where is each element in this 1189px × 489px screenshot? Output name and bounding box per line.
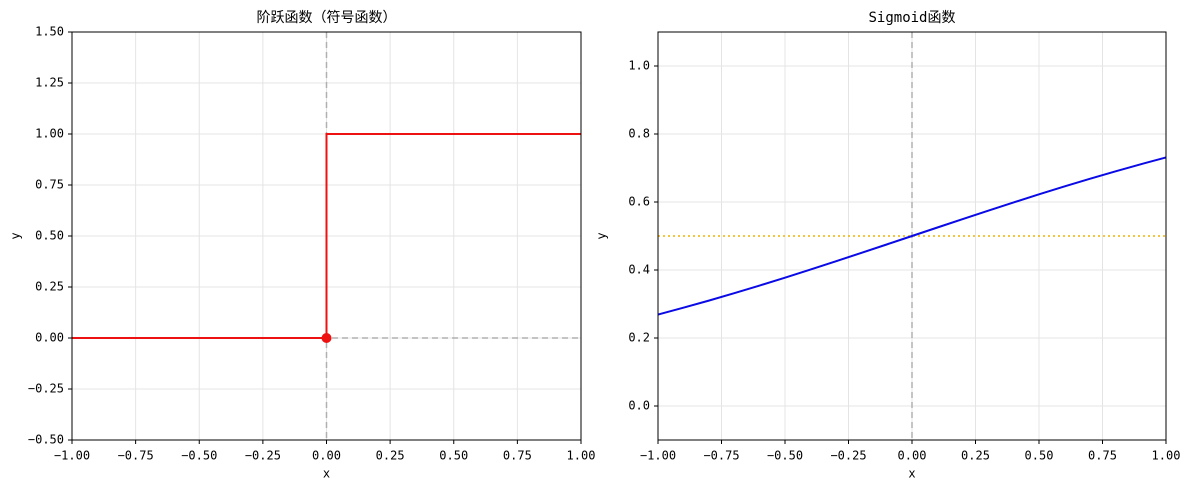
y-axis-label: y <box>9 232 23 239</box>
y-tick-label: 0.8 <box>628 127 650 141</box>
y-tick-label: 0.50 <box>35 229 64 243</box>
y-tick-label: 1.0 <box>628 59 650 73</box>
x-tick-label: −1.00 <box>640 449 676 463</box>
y-tick-label: 1.25 <box>35 76 64 90</box>
plot-frame <box>657 31 1167 441</box>
line <box>657 156 1167 316</box>
x-axis-label: x <box>323 467 330 481</box>
x-tick-label: −0.25 <box>830 449 866 463</box>
y-tick-label: 0.75 <box>35 178 64 192</box>
x-tick-label: −0.50 <box>767 449 803 463</box>
x-axis-label: x <box>908 467 915 481</box>
x-tick-label: 0.75 <box>1088 449 1117 463</box>
chart: −1.00 −0.75 −0.50 −0.25 0.00 0.25 0.50 0.75 1.00… <box>9 10 596 481</box>
y-tick-label: 1.50 <box>35 25 64 39</box>
x-tick-label: 0.75 <box>503 449 532 463</box>
x-tick-label: 0.50 <box>1025 449 1054 463</box>
y-tick-label: 1.00 <box>35 127 64 141</box>
x-tick-label: −0.75 <box>703 449 739 463</box>
x-tick-label: −1.00 <box>54 449 90 463</box>
chart: −1.00 −0.75 −0.50 −0.25 0.00 0.25 0.50 0.75 1.00… <box>595 10 1181 481</box>
chart-title: 阶跃函数（符号函数） <box>257 10 397 26</box>
x-tick-label: −0.50 <box>181 449 217 463</box>
y-tick-label: 0.4 <box>628 263 650 277</box>
y-tick-label: 0.0 <box>628 399 650 413</box>
y-tick-label: 0.2 <box>628 331 650 345</box>
y-tick-label: 0.00 <box>35 331 64 345</box>
chart-title: Sigmoid函数 <box>868 10 955 26</box>
line <box>72 133 581 339</box>
x-tick-label: −0.25 <box>245 449 281 463</box>
x-tick-label: 0.00 <box>312 449 341 463</box>
y-tick-label: 0.25 <box>35 280 64 294</box>
y-tick-label: 0.6 <box>628 195 650 209</box>
x-tick-label: 0.25 <box>376 449 405 463</box>
x-tick-label: 0.00 <box>898 449 927 463</box>
x-tick-label: 0.25 <box>961 449 990 463</box>
x-tick-label: 1.00 <box>567 449 596 463</box>
y-tick-label: −0.25 <box>28 382 64 396</box>
plot-frame <box>71 31 582 441</box>
x-tick-label: 0.50 <box>439 449 468 463</box>
y-tick-label: −0.50 <box>28 433 64 447</box>
marker <box>321 333 332 343</box>
x-tick-label: −0.75 <box>118 449 154 463</box>
x-tick-label: 1.00 <box>1152 449 1181 463</box>
y-axis-label: y <box>595 232 609 239</box>
